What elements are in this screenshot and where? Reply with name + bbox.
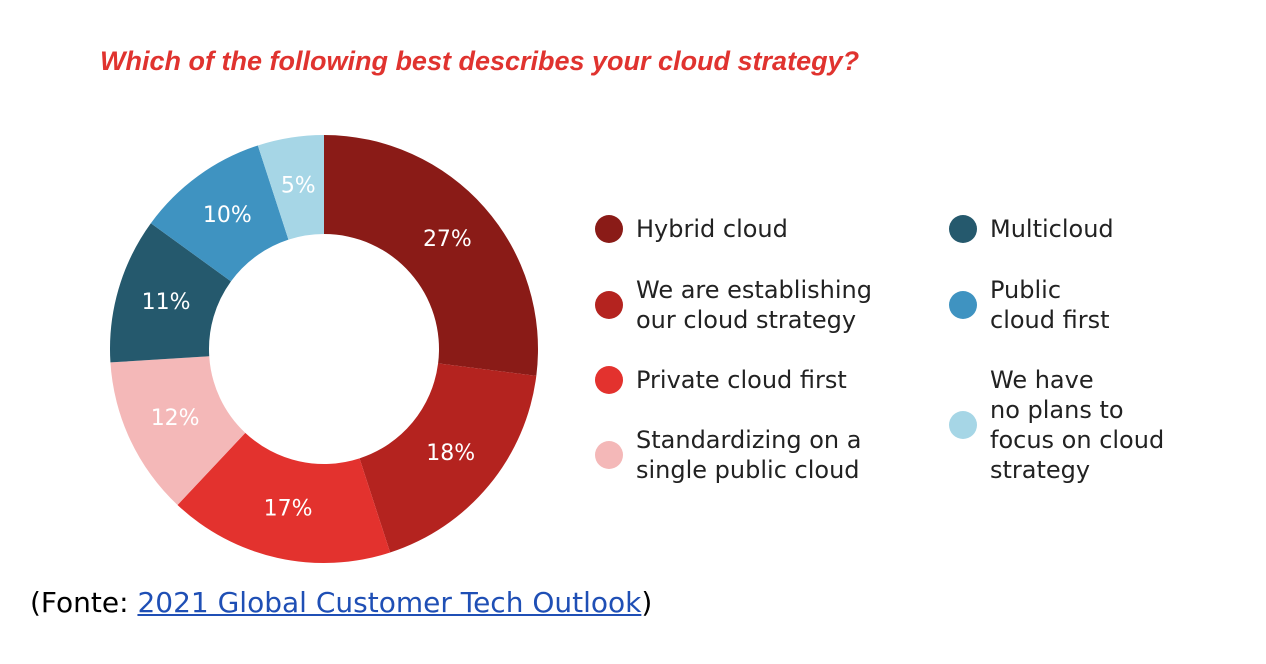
slice-label: 5% [281, 174, 316, 199]
slice-label: 27% [423, 227, 472, 252]
donut-slice [257, 135, 324, 240]
legend-label: Standardizing on a single public cloud [636, 426, 862, 484]
legend-label: Private cloud first [636, 366, 847, 394]
source-suffix: ) [641, 586, 653, 619]
legend-marker [949, 291, 977, 319]
legend-marker [595, 366, 623, 394]
donut-slice [324, 135, 538, 376]
legend-label: Multicloud [990, 215, 1114, 243]
legend-label: We have no plans to focus on cloud strat… [990, 366, 1165, 484]
legend-marker [949, 215, 977, 243]
slice-label: 17% [264, 497, 313, 522]
donut-slice [110, 223, 231, 363]
legend-label: We are establishing our cloud strategy [636, 276, 872, 334]
donut-slice [177, 432, 391, 564]
slice-label: 18% [426, 441, 475, 466]
source-link[interactable]: 2021 Global Customer Tech Outlook [137, 586, 642, 619]
legend-marker [595, 441, 623, 469]
chart-title: Which of the following best describes yo… [100, 46, 860, 76]
legend-marker [595, 291, 623, 319]
legend-marker [595, 215, 623, 243]
donut-slice [359, 363, 537, 553]
donut-slice [110, 356, 246, 505]
source-prefix: (Fonte: [30, 586, 129, 619]
legend-marker [949, 411, 977, 439]
slice-label: 10% [203, 203, 252, 228]
legend-label: Public cloud first [990, 276, 1110, 334]
legend-label: Hybrid cloud [636, 215, 788, 243]
donut-slice [150, 145, 289, 282]
slice-label: 12% [151, 406, 200, 431]
source: (Fonte: 2021 Global Customer Tech Outloo… [30, 586, 652, 619]
slice-label: 11% [142, 290, 191, 315]
